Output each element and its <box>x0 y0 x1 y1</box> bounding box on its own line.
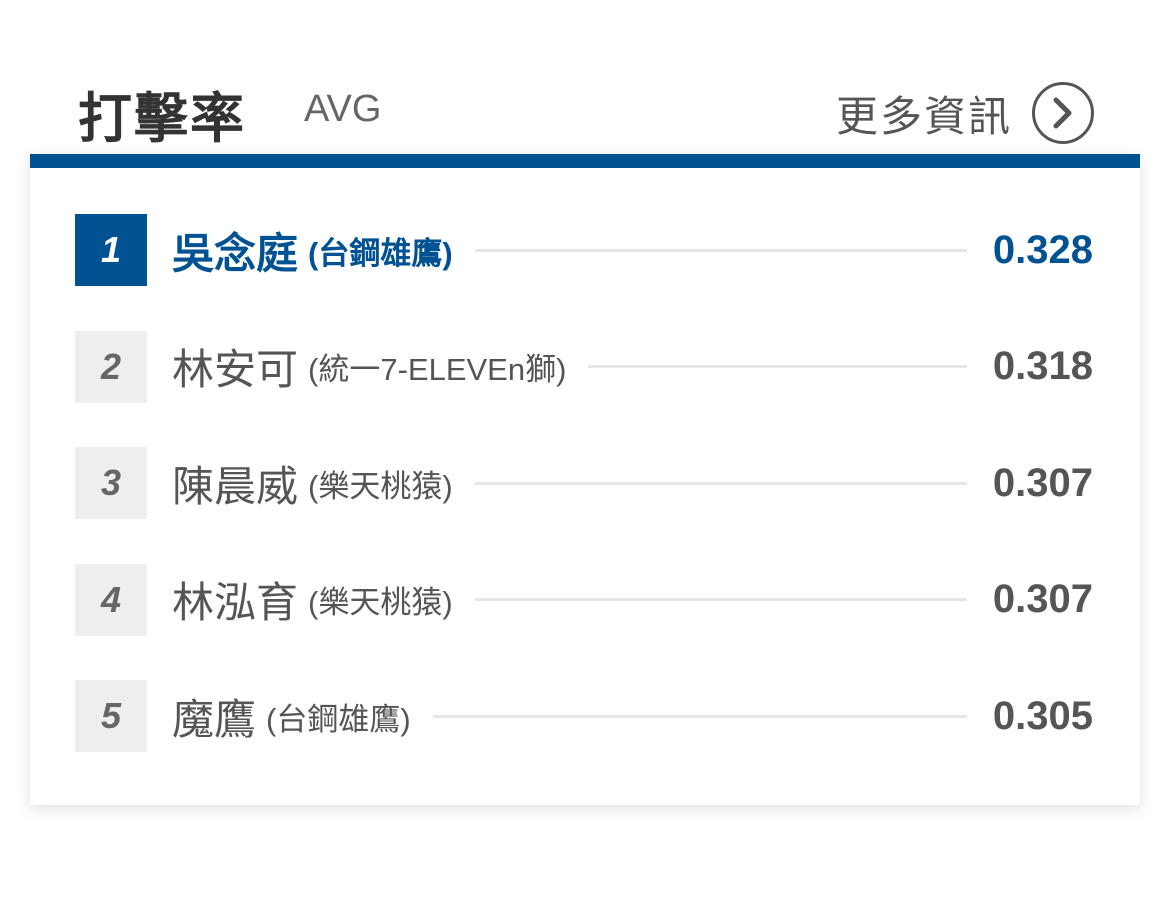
stat-value: 0.318 <box>992 344 1093 388</box>
team-name: (台鋼雄鷹) <box>308 235 453 271</box>
player-name[interactable]: 陳晨威 <box>172 462 299 510</box>
section-subtitle: AVG <box>304 88 382 130</box>
player-name[interactable]: 魔鷹 <box>172 695 257 743</box>
chevron-right-circle-icon[interactable] <box>1032 82 1094 144</box>
team-name: (樂天桃猿) <box>308 468 453 504</box>
leaderboard-card: 1 吳念庭 (台鋼雄鷹) 0.328 2 林安可 (統一7-ELEVEn獅) 0.318 3 陳晨… <box>30 154 1140 805</box>
player-name[interactable]: 林安可 <box>172 346 299 393</box>
leader-row[interactable]: 2 林安可 (統一7-ELEVEn獅) 0.318 <box>75 330 1093 403</box>
divider-line <box>474 481 967 485</box>
leaderboard-header: 打擊率 AVG 更多資訊 <box>78 70 1094 150</box>
more-info-link[interactable]: 更多資訊 <box>836 82 1094 144</box>
leader-row[interactable]: 5 魔鷹 (台鋼雄鷹) 0.305 <box>75 680 1093 752</box>
stat-value: 0.305 <box>992 693 1093 738</box>
rank-badge: 5 <box>75 680 147 752</box>
leader-row[interactable]: 4 林泓育 (樂天桃猿) 0.307 <box>75 563 1093 636</box>
stat-value: 0.307 <box>992 577 1093 621</box>
rank-badge: 1 <box>75 214 147 286</box>
leader-row[interactable]: 1 吳念庭 (台鋼雄鷹) 0.328 <box>75 214 1093 286</box>
accent-bar <box>30 154 1140 168</box>
team-name: (台鋼雄鷹) <box>266 701 411 737</box>
stat-value: 0.307 <box>992 460 1093 505</box>
player-name[interactable]: 吳念庭 <box>172 229 299 277</box>
team-name: (樂天桃猿) <box>308 585 453 620</box>
rank-badge: 2 <box>75 330 147 403</box>
divider-line <box>474 598 967 601</box>
more-info-label: 更多資訊 <box>835 92 1012 140</box>
divider-line <box>432 714 967 718</box>
stat-value: 0.328 <box>992 227 1093 272</box>
leader-row[interactable]: 3 陳晨威 (樂天桃猿) 0.307 <box>75 447 1093 519</box>
rank-badge: 4 <box>75 563 147 636</box>
team-name: (統一7-ELEVEn獅) <box>308 352 567 387</box>
section-title: 打擊率 <box>78 89 246 149</box>
rank-badge: 3 <box>75 447 147 519</box>
divider-line <box>474 248 967 252</box>
player-name[interactable]: 林泓育 <box>172 579 299 626</box>
divider-line <box>588 365 967 368</box>
